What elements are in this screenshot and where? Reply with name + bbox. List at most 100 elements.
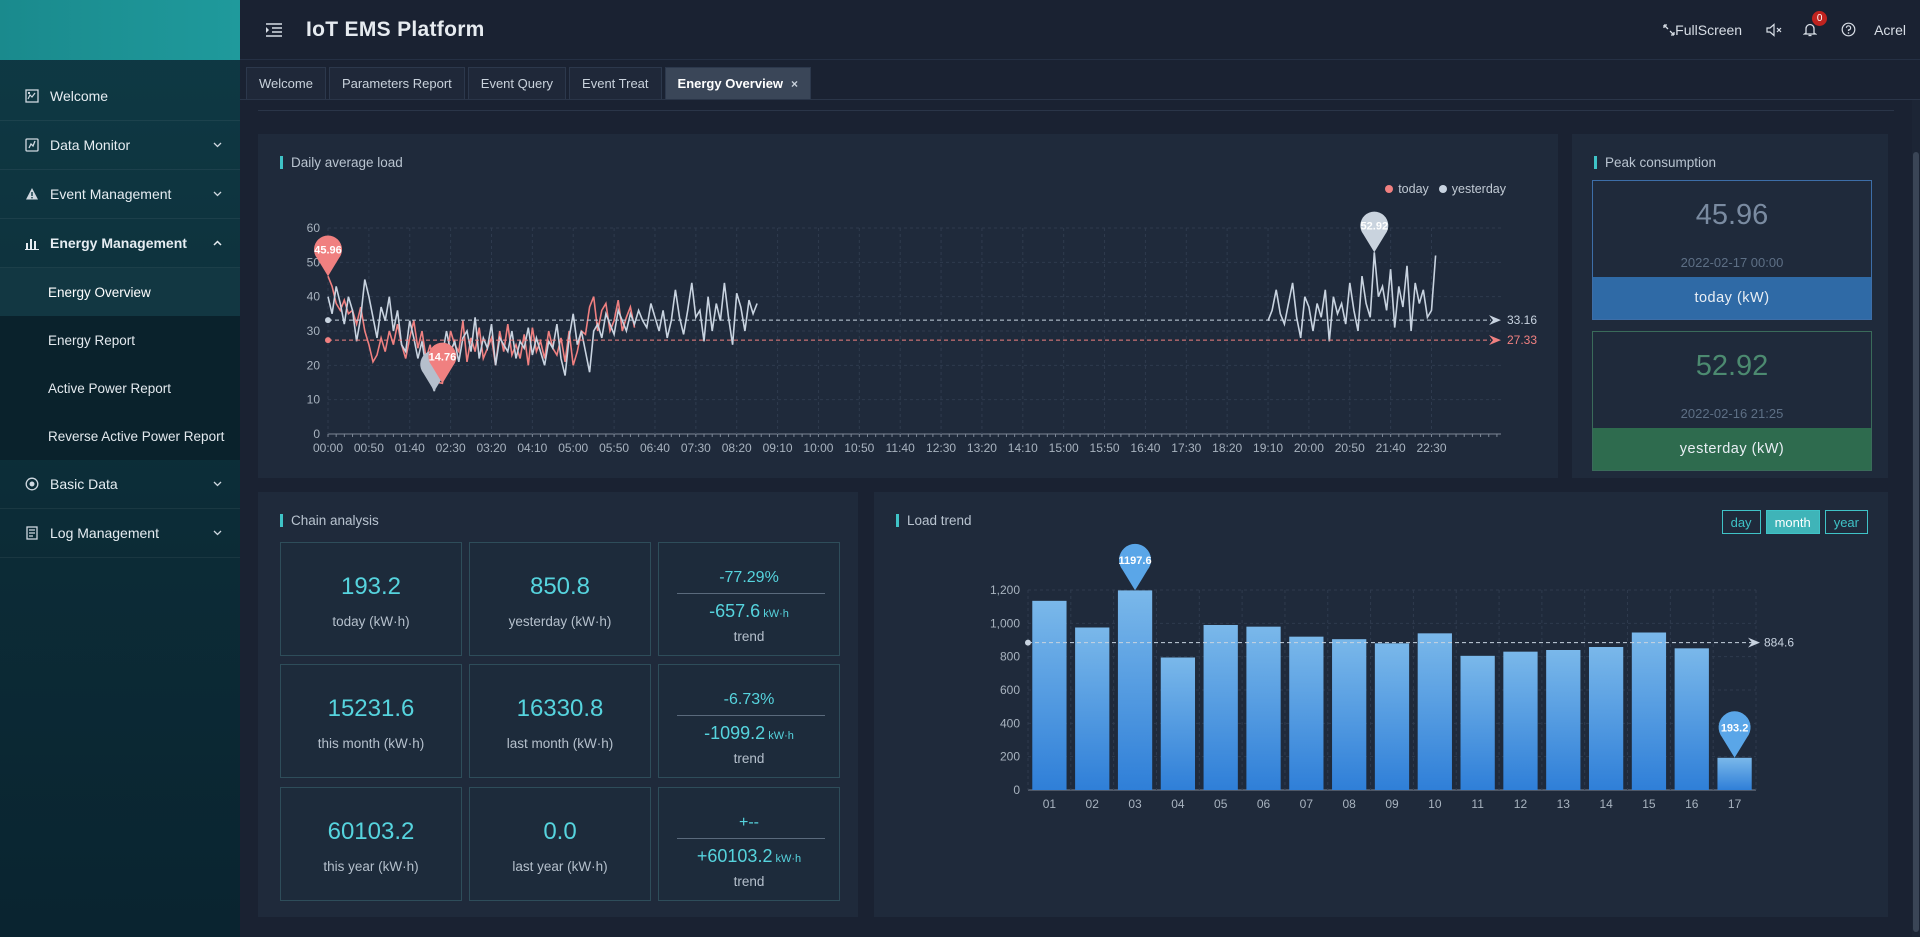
legend-item-yesterday[interactable]: yesterday xyxy=(1438,182,1506,196)
daily-load-line-chart: 0 10 20 30 40 50 60 00:00 00:50 01:40 02:30 03:20 04… xyxy=(307,211,1537,455)
cell-label: this month (kW·h) xyxy=(317,736,425,751)
sidebar-item-data-monitor[interactable]: Data Monitor xyxy=(0,121,240,170)
scrollbar-thumb[interactable] xyxy=(1913,152,1919,932)
bar xyxy=(1374,643,1410,790)
chevron-up-icon xyxy=(212,238,222,248)
sidebar-item-basic-data[interactable]: Basic Data xyxy=(0,460,240,509)
help-icon xyxy=(1841,22,1856,37)
x-tick-label: 04 xyxy=(1171,797,1185,811)
monitor-icon xyxy=(24,137,40,153)
bar xyxy=(1588,647,1624,790)
bar xyxy=(1160,657,1196,790)
sidebar-item-welcome[interactable]: Welcome xyxy=(0,72,240,121)
legend-label: today xyxy=(1398,182,1429,196)
sidebar-item-label: Basic Data xyxy=(50,476,118,492)
chain-cell-year-trend: +-- +60103.2 kW·h trend xyxy=(658,787,840,901)
chevron-down-icon xyxy=(212,140,222,150)
menu-fold-icon xyxy=(266,22,282,37)
tab-label: Parameters Report xyxy=(341,76,452,91)
tab-energy-overview[interactable]: Energy Overview × xyxy=(664,67,812,99)
sidebar-subitem-energy-report[interactable]: Energy Report xyxy=(48,332,136,348)
period-month-button[interactable]: month xyxy=(1765,510,1820,534)
period-day-button[interactable]: day xyxy=(1721,510,1761,534)
cell-label: last month (kW·h) xyxy=(506,736,614,751)
peak-value: 45.96 xyxy=(1695,199,1769,231)
y-tick-label: 1,000 xyxy=(990,616,1020,630)
close-icon[interactable]: × xyxy=(791,76,799,91)
series-line-yesterday xyxy=(1267,252,1437,342)
app-title: IoT EMS Platform xyxy=(306,17,485,41)
sidebar-subitem-energy-overview[interactable]: Energy Overview xyxy=(0,268,240,316)
tab-label: Energy Overview xyxy=(677,76,784,91)
x-tick-label: 11 xyxy=(1471,797,1484,811)
trend-unit: kW·h xyxy=(775,853,802,865)
help-button[interactable] xyxy=(1841,22,1856,37)
x-tick-label: 20:50 xyxy=(1335,441,1365,455)
divider xyxy=(677,715,825,716)
x-tick-label: 16:40 xyxy=(1130,441,1160,455)
x-tick-label: 10:50 xyxy=(844,441,874,455)
user-menu[interactable]: Acrel xyxy=(1874,22,1906,38)
chain-cell-last-year: 0.0 last year (kW·h) xyxy=(469,787,651,901)
cell-value: 60103.2 xyxy=(327,818,415,845)
period-year-button[interactable]: year xyxy=(1824,510,1868,534)
avg-arrow-icon xyxy=(1489,315,1501,326)
cell-value: 15231.6 xyxy=(327,695,415,722)
x-tick-label: 06 xyxy=(1257,797,1271,811)
tab-event-treat[interactable]: Event Treat xyxy=(569,67,662,99)
sidebar-subitem-reverse-active-power-report[interactable]: Reverse Active Power Report xyxy=(48,428,225,444)
chain-cell-today: 193.2 today (kW·h) xyxy=(280,542,462,656)
chevron-down-icon xyxy=(212,189,222,199)
x-tick-label: 15:50 xyxy=(1090,441,1120,455)
marker-pin-today xyxy=(428,342,457,384)
page-scrollbar[interactable] xyxy=(1912,100,1920,937)
x-tick-label: 02 xyxy=(1086,797,1100,811)
tab-label: Event Treat xyxy=(582,76,649,91)
trend-diff-value: -1099.2 xyxy=(704,723,766,743)
legend-item-today[interactable]: today xyxy=(1385,182,1429,196)
tab-welcome[interactable]: Welcome xyxy=(246,67,326,99)
database-icon xyxy=(24,476,40,492)
menu-fold-button[interactable] xyxy=(264,20,284,40)
x-tick-label: 17:30 xyxy=(1171,441,1201,455)
x-tick-label: 18:20 xyxy=(1212,441,1242,455)
x-tick-label: 09 xyxy=(1385,797,1399,811)
sidebar-item-log-management[interactable]: Log Management xyxy=(0,509,240,558)
sidebar-subitem-active-power-report[interactable]: Active Power Report xyxy=(48,380,172,396)
energy-submenu: Energy Overview Energy Report Active Pow… xyxy=(0,268,240,460)
sidebar-item-event-management[interactable]: Event Management xyxy=(0,170,240,219)
x-tick-label: 04:10 xyxy=(517,441,547,455)
x-tick-label: 10 xyxy=(1428,797,1442,811)
cell-value: 850.8 xyxy=(529,573,591,600)
fullscreen-label: FullScreen xyxy=(1675,21,1743,38)
legend-label: yesterday xyxy=(1451,182,1506,196)
bar xyxy=(1546,650,1581,790)
fullscreen-button[interactable]: FullScreen xyxy=(1663,22,1742,38)
cell-label: last year (kW·h) xyxy=(512,859,608,874)
bar xyxy=(1503,651,1538,790)
load-trend-bar-chart: 0 200 400 600 800 1,000 1,200 01 02 03 04 05 06 07 08 0… xyxy=(990,543,1794,811)
marker-pin-label: 14.76 xyxy=(429,352,457,364)
x-tick-label: 17 xyxy=(1728,797,1742,811)
x-tick-label: 20:00 xyxy=(1294,441,1324,455)
notification-button[interactable]: 0 xyxy=(1803,10,1829,37)
peak-time: 2022-02-17 00:00 xyxy=(1680,255,1784,270)
tab-event-query[interactable]: Event Query xyxy=(467,67,567,99)
bar xyxy=(1117,590,1153,790)
x-tick-label: 13 xyxy=(1557,797,1571,811)
divider xyxy=(677,593,825,594)
x-tick-label: 05:00 xyxy=(558,441,588,455)
sidebar-item-label: Log Management xyxy=(50,525,159,541)
peak-card-yesterday: 52.92 2022-02-16 21:25 yesterday (kW) xyxy=(1592,331,1872,471)
y-tick-label: 0 xyxy=(313,427,320,441)
tab-parameters-report[interactable]: Parameters Report xyxy=(328,67,465,99)
x-tick-label: 21:40 xyxy=(1376,441,1406,455)
marker-pin-yesterday xyxy=(1360,211,1389,253)
trend-unit: kW·h xyxy=(768,730,794,742)
sidebar-item-energy-management[interactable]: Energy Management xyxy=(0,219,240,268)
avg-label: 884.6 xyxy=(1764,636,1794,650)
chain-cell-this-year: 60103.2 this year (kW·h) xyxy=(280,787,462,901)
sidebar-item-label: Welcome xyxy=(50,88,109,104)
mute-button[interactable] xyxy=(1766,22,1783,37)
sidebar-item-label: Energy Management xyxy=(50,235,187,251)
